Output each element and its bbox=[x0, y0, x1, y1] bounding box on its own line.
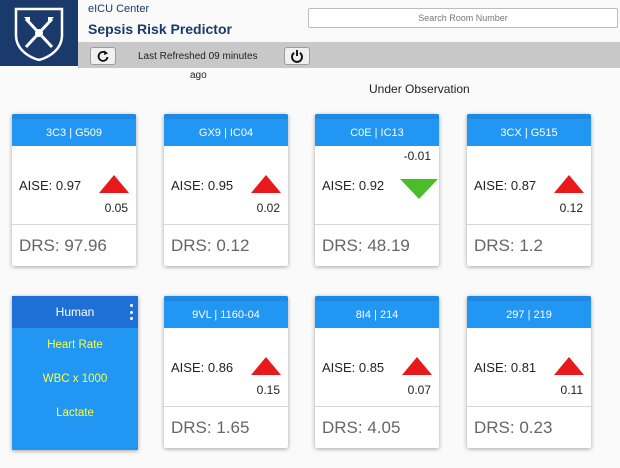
patient-card[interactable]: GX9 | IC04 AISE: 0.95 0.02 DRS: 0.12 bbox=[164, 114, 288, 266]
aise-panel: AISE: 0.85 0.07 bbox=[315, 328, 439, 407]
search-input[interactable] bbox=[308, 8, 618, 28]
aise-panel: AISE: 0.81 0.11 bbox=[467, 328, 591, 407]
room-label: GX9 | IC04 bbox=[164, 114, 288, 146]
room-label: 9VL | 1160-04 bbox=[164, 296, 288, 328]
aise-delta: 0.05 bbox=[104, 201, 128, 215]
aise-score: AISE: 0.95 bbox=[171, 178, 234, 193]
section-title: Under Observation bbox=[369, 82, 470, 96]
refresh-toolbar bbox=[78, 42, 620, 68]
vital-item-lactate[interactable]: Lactate bbox=[56, 407, 94, 419]
human-panel: Human Heart Rate WBC x 1000 Lactate bbox=[12, 296, 138, 450]
aise-score: AISE: 0.87 bbox=[474, 178, 537, 193]
patient-card[interactable]: C0E | IC13 -0.01 AISE: 0.92 DRS: 48.19 bbox=[315, 114, 439, 266]
trend-down-icon bbox=[400, 179, 438, 199]
emory-logo bbox=[0, 0, 78, 66]
patient-card[interactable]: 9VL | 1160-04 AISE: 0.86 0.15 DRS: 1.65 bbox=[164, 296, 288, 448]
aise-delta: 0.11 bbox=[560, 383, 583, 397]
drs-score: DRS: 0.12 bbox=[171, 236, 250, 255]
drs-score: DRS: 4.05 bbox=[322, 418, 401, 437]
trend-up-icon bbox=[251, 357, 281, 375]
aise-delta: 0.12 bbox=[559, 201, 583, 215]
more-options-icon[interactable] bbox=[130, 304, 134, 320]
human-panel-title: Human bbox=[55, 305, 95, 319]
aise-panel: AISE: 0.95 0.02 bbox=[164, 146, 288, 225]
aise-score: AISE: 0.86 bbox=[171, 360, 234, 375]
trend-up-icon bbox=[554, 175, 584, 193]
aise-panel: AISE: 0.87 0.12 bbox=[467, 146, 591, 225]
aise-score: AISE: 0.81 bbox=[474, 360, 537, 375]
drs-score: DRS: 48.19 bbox=[322, 236, 410, 255]
drs-score: DRS: 1.2 bbox=[474, 236, 543, 255]
patient-card[interactable]: 297 | 219 AISE: 0.81 0.11 DRS: 0.23 bbox=[467, 296, 591, 448]
patient-card[interactable]: 3CX | G515 AISE: 0.87 0.12 DRS: 1.2 bbox=[467, 114, 591, 266]
trend-up-icon bbox=[554, 357, 584, 375]
aise-delta: 0.15 bbox=[256, 383, 280, 397]
human-panel-header: Human bbox=[12, 296, 138, 328]
aise-delta: -0.01 bbox=[403, 149, 431, 163]
drs-score: DRS: 97.96 bbox=[19, 236, 107, 255]
refresh-button[interactable] bbox=[90, 47, 116, 65]
drs-score: DRS: 1.65 bbox=[171, 418, 250, 437]
aise-panel: AISE: 0.86 0.15 bbox=[164, 328, 288, 407]
last-refreshed-suffix: ago bbox=[190, 70, 207, 81]
room-label: 297 | 219 bbox=[467, 296, 591, 328]
drs-score: DRS: 0.23 bbox=[474, 418, 553, 437]
room-label: 3C3 | G509 bbox=[12, 114, 136, 146]
shield-torch-icon bbox=[14, 7, 64, 61]
app-title: Sepsis Risk Predictor bbox=[88, 21, 232, 37]
aise-score: AISE: 0.97 bbox=[19, 178, 82, 193]
patient-card[interactable]: 8I4 | 214 AISE: 0.85 0.07 DRS: 4.05 bbox=[315, 296, 439, 448]
aise-panel: AISE: 0.97 0.05 bbox=[12, 146, 136, 225]
vital-item-heart-rate[interactable]: Heart Rate bbox=[47, 339, 103, 351]
power-icon bbox=[291, 50, 303, 63]
aise-score: AISE: 0.92 bbox=[322, 178, 385, 193]
last-refreshed-text: Last Refreshed 09 minutes bbox=[138, 51, 258, 62]
trend-up-icon bbox=[251, 175, 281, 193]
aise-panel: -0.01 AISE: 0.92 bbox=[315, 146, 439, 225]
room-label: 3CX | G515 bbox=[467, 114, 591, 146]
room-label: C0E | IC13 bbox=[315, 114, 439, 146]
room-label: 8I4 | 214 bbox=[315, 296, 439, 328]
trend-up-icon bbox=[99, 175, 129, 193]
app-subtitle: eICU Center bbox=[88, 3, 150, 15]
trend-up-icon bbox=[402, 357, 432, 375]
power-button[interactable] bbox=[284, 47, 310, 65]
aise-score: AISE: 0.85 bbox=[322, 360, 385, 375]
vital-item-wbc[interactable]: WBC x 1000 bbox=[42, 373, 108, 385]
aise-delta: 0.07 bbox=[407, 383, 431, 397]
patient-card[interactable]: 3C3 | G509 AISE: 0.97 0.05 DRS: 97.96 bbox=[12, 114, 136, 266]
aise-delta: 0.02 bbox=[256, 201, 280, 215]
refresh-icon bbox=[97, 50, 109, 62]
